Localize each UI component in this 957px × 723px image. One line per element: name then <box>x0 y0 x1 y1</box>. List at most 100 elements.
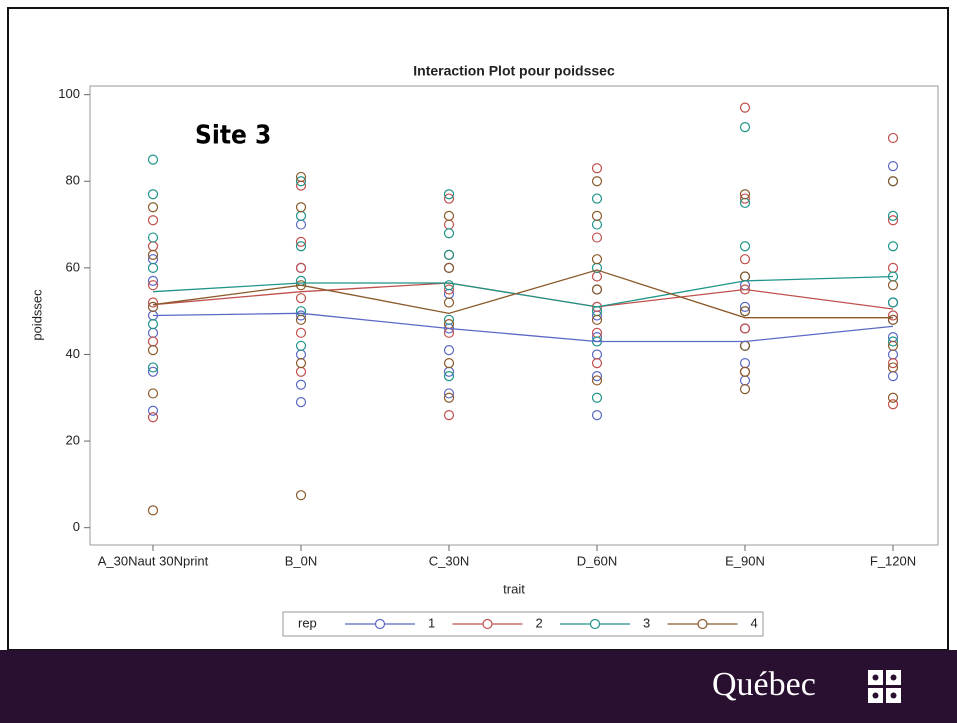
observation-point <box>591 371 603 382</box>
observation-point <box>147 301 159 312</box>
observation-point <box>591 210 603 222</box>
y-tick-label: 0 <box>73 519 80 534</box>
y-tick-label: 80 <box>66 173 80 188</box>
observation-point <box>443 345 455 356</box>
observation-point <box>147 505 159 516</box>
observation-point <box>887 241 899 252</box>
observation-point <box>443 409 455 421</box>
legend-label: 2 <box>536 615 543 630</box>
observation-point <box>591 392 603 403</box>
x-tick-label: C_30N <box>429 553 469 568</box>
observation-point <box>295 310 307 321</box>
observation-point <box>443 189 455 200</box>
observation-point <box>443 262 455 273</box>
observation-point <box>591 358 603 369</box>
x-tick-label: E_90N <box>725 553 765 568</box>
observation-point <box>443 388 455 399</box>
observation-point <box>887 362 899 373</box>
slide-frame <box>7 7 949 651</box>
observation-point <box>147 232 159 243</box>
observation-point <box>739 102 751 113</box>
observation-point <box>147 388 159 399</box>
observation-point <box>443 228 455 239</box>
chart-title: Interaction Plot pour poidssec <box>413 63 615 79</box>
annotation: Site 3 <box>195 121 271 151</box>
x-tick-label: D_60N <box>577 553 617 568</box>
observation-point <box>295 171 307 183</box>
observation-point <box>887 280 899 291</box>
observation-point <box>147 405 159 416</box>
observation-point <box>739 323 751 334</box>
observation-point <box>887 392 899 403</box>
observation-point <box>739 306 751 317</box>
observation-point <box>887 336 899 347</box>
y-tick-label: 40 <box>66 346 80 361</box>
observation-point <box>443 249 455 260</box>
flag-icon <box>868 670 901 703</box>
observation-point <box>591 375 603 386</box>
observation-point <box>295 314 307 325</box>
observation-point <box>295 397 307 408</box>
observation-point <box>295 241 307 252</box>
observation-point <box>739 384 751 395</box>
observation-point <box>147 412 159 423</box>
observation-point <box>443 392 455 403</box>
observation-point <box>147 262 159 273</box>
observation-point <box>295 490 307 501</box>
observation-point <box>147 345 159 356</box>
y-axis-label: poidssec <box>29 289 44 341</box>
legend-box <box>282 611 764 637</box>
observation-point <box>443 358 455 369</box>
observation-point <box>739 122 751 133</box>
observation-point <box>887 176 899 187</box>
legend-marker <box>697 618 708 630</box>
observation-point <box>147 154 159 165</box>
observation-point <box>591 232 603 243</box>
observation-point <box>147 362 159 373</box>
mean-line <box>152 269 893 319</box>
observation-point <box>887 210 899 222</box>
observation-point <box>295 340 307 351</box>
observation-point <box>443 371 455 382</box>
observation-point <box>443 280 455 291</box>
observation-point <box>591 284 603 295</box>
mean-line <box>152 312 894 343</box>
observation-point <box>887 358 899 369</box>
observation-point <box>147 202 159 213</box>
legend-marker <box>482 618 493 630</box>
observation-point <box>591 314 603 325</box>
observation-point <box>443 297 455 308</box>
footer-logo: Québec <box>712 666 816 703</box>
observation-point <box>887 314 899 325</box>
observation-point <box>147 275 159 286</box>
observation-point <box>887 340 899 351</box>
observation-point <box>887 310 899 321</box>
mean-line <box>152 275 894 308</box>
legend-marker <box>589 618 601 630</box>
x-tick-label: F_120N <box>870 553 916 568</box>
observation-point <box>887 161 899 172</box>
observation-point <box>739 301 751 312</box>
observation-point <box>147 366 159 377</box>
observation-point <box>295 202 307 213</box>
observation-point <box>887 215 899 226</box>
observation-point <box>147 189 159 200</box>
observation-point <box>591 163 603 174</box>
observation-point <box>443 210 455 222</box>
y-tick-label: 100 <box>58 86 80 101</box>
observation-point <box>147 280 159 291</box>
observation-point <box>443 193 455 204</box>
x-tick-label: A_30Naut 30Nprint <box>98 553 209 568</box>
observation-point <box>443 284 455 295</box>
footer-band <box>0 650 957 723</box>
x-tick-label: B_0N <box>285 553 318 568</box>
legend-label: 4 <box>751 615 758 630</box>
observation-point <box>887 132 899 144</box>
observation-point <box>739 366 751 377</box>
observation-point <box>739 241 751 252</box>
observation-point <box>147 215 159 226</box>
observation-point <box>887 399 899 410</box>
legend-label: 1 <box>428 615 435 630</box>
